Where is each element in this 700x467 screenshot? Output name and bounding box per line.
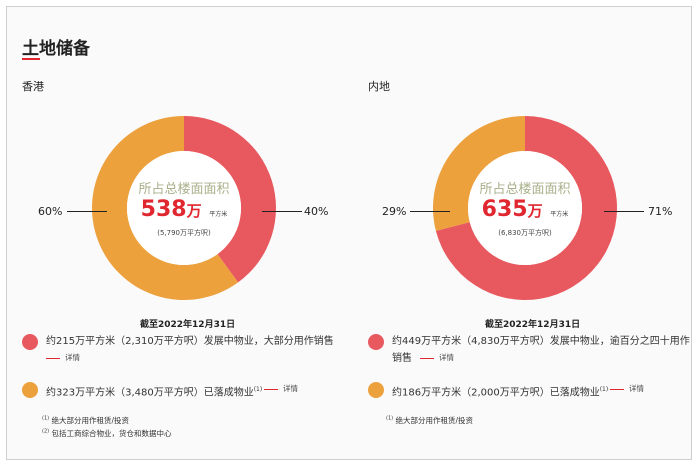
pct-right-mainland: 71% bbox=[648, 205, 673, 218]
donut-chart-mainland bbox=[433, 116, 617, 300]
footnote-mainland-1: (1) 绝大部分用作租赁/投资 bbox=[386, 415, 474, 426]
donut-center-hk: 所占总楼面面积 538万 平方米 (5,790万平方呎) bbox=[124, 178, 244, 238]
title-underline bbox=[22, 58, 40, 60]
as-of-date-hk: 截至2022年12月31日 bbox=[140, 320, 236, 330]
legend-dot-red-mainland bbox=[368, 334, 384, 350]
donut-hole bbox=[127, 151, 241, 265]
donut-slice-orange bbox=[91, 116, 239, 300]
page-title: 土地储备 bbox=[22, 39, 90, 59]
legend-text-hk-1: 约215万平方米（2,310万平方呎）发展中物业，大部分用作销售 bbox=[46, 336, 334, 347]
leader-line-right-hk bbox=[262, 211, 302, 212]
details-link-hk-1[interactable]: 详情 bbox=[46, 352, 80, 363]
as-of-date-mainland: 截至2022年12月31日 bbox=[485, 320, 581, 330]
details-link-mainland-2[interactable]: 详情 bbox=[610, 383, 644, 394]
donut-chart-hk bbox=[91, 116, 276, 300]
details-link-hk-2[interactable]: 详情 bbox=[264, 383, 298, 394]
footnote-hk-2: (2) 包括工商综合物业，货仓和数据中心 bbox=[42, 428, 172, 439]
donut-hole bbox=[468, 151, 582, 265]
center-label: 所占总楼面面积 bbox=[479, 182, 571, 197]
region-label-hk: 香港 bbox=[22, 80, 44, 93]
legend-text-hk-2: 约323万平方米（3,480万平方呎）已落成物业(1) bbox=[46, 386, 263, 399]
total-area-sqft: (6,830万平方呎) bbox=[498, 229, 552, 237]
footnote-hk-1: (1) 绝大部分用作租赁/投资 bbox=[42, 415, 130, 426]
total-area-value: 635万 平方米 bbox=[481, 197, 569, 222]
donut-slice-red bbox=[184, 116, 276, 283]
legend-dot-red-hk bbox=[22, 334, 38, 350]
leader-line-right-mainland bbox=[604, 211, 644, 212]
leader-line-left-hk bbox=[67, 211, 107, 212]
donut-center-mainland: 所占总楼面面积 635万 平方米 (6,830万平方呎) bbox=[465, 178, 585, 238]
donut-slice-red bbox=[435, 116, 617, 300]
total-area-value: 538万 平方米 bbox=[140, 197, 228, 222]
region-label-mainland: 内地 bbox=[368, 80, 390, 93]
legend-text-mainland-1: 约449万平方米（4,830万平方呎）发展中物业，逾百分之四十用作 销售 bbox=[392, 336, 690, 364]
legend-dot-orange-hk bbox=[22, 382, 38, 398]
donut-slice-orange bbox=[433, 116, 525, 231]
total-area-sqft: (5,790万平方呎) bbox=[157, 229, 211, 237]
pct-left-mainland: 29% bbox=[382, 205, 407, 218]
legend-text-mainland-2: 约186万平方米（2,000万平方呎）已落成物业(1) bbox=[392, 386, 609, 399]
legend-dot-orange-mainland bbox=[368, 382, 384, 398]
pct-right-hk: 40% bbox=[304, 205, 329, 218]
center-label: 所占总楼面面积 bbox=[138, 182, 230, 197]
details-link-mainland-1[interactable]: 详情 bbox=[420, 352, 454, 363]
leader-line-left-mainland bbox=[410, 211, 450, 212]
pct-left-hk: 60% bbox=[38, 205, 63, 218]
